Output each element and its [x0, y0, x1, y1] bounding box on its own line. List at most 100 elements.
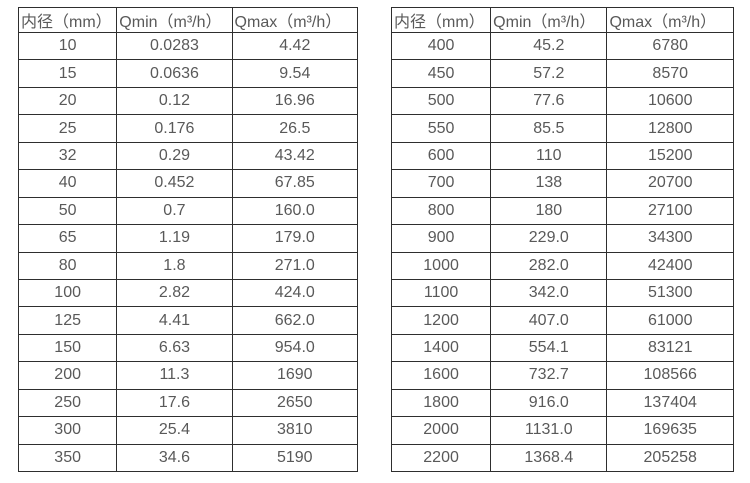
cell: 67.85: [231, 169, 359, 198]
cell: 25.4: [116, 416, 233, 445]
cell: 100: [17, 278, 118, 308]
table-row: 200 11.3 1690: [17, 361, 359, 390]
table-body: 400 45.2 6780 450 57.2 8570 500 77.6 10600 550 85.…: [390, 31, 734, 473]
cell: 2.82: [116, 278, 233, 308]
cell: 1690: [231, 361, 359, 390]
cell: 110: [490, 141, 608, 171]
cell: 61000: [606, 306, 734, 335]
cell: 138: [490, 169, 608, 198]
table-row: 600 110 15200: [390, 141, 734, 171]
column-header-qmax: Qmax（m³/h）: [231, 7, 359, 33]
table-row: 65 1.19 179.0: [17, 224, 359, 253]
table-row: 15 0.0636 9.54: [17, 59, 359, 88]
cell: 250: [17, 388, 118, 418]
cell: 20: [17, 86, 118, 116]
cell: 10600: [606, 86, 734, 116]
cell: 50: [17, 196, 118, 226]
cell: 0.0283: [116, 31, 233, 61]
cell: 125: [17, 306, 118, 335]
cell: 2200: [390, 443, 492, 473]
table-row: 20 0.12 16.96: [17, 86, 359, 116]
table-row: 25 0.176 26.5: [17, 114, 359, 143]
cell: 800: [390, 196, 492, 226]
cell: 42400: [606, 251, 734, 280]
table-row: 400 45.2 6780: [390, 31, 734, 61]
cell: 916.0: [490, 388, 608, 418]
table-row: 1400 554.1 83121: [390, 333, 734, 363]
table-row: 1200 407.0 61000: [390, 306, 734, 335]
cell: 271.0: [231, 251, 359, 280]
column-header-diameter: 内径（mm）: [390, 7, 492, 33]
cell: 108566: [606, 361, 734, 390]
cell: 4.41: [116, 306, 233, 335]
cell: 550: [390, 114, 492, 143]
cell: 407.0: [490, 306, 608, 335]
cell: 200: [17, 361, 118, 390]
table-row: 550 85.5 12800: [390, 114, 734, 143]
cell: 554.1: [490, 333, 608, 363]
cell: 6780: [606, 31, 734, 61]
cell: 0.176: [116, 114, 233, 143]
cell: 10: [17, 31, 118, 61]
cell: 1400: [390, 333, 492, 363]
flow-table-small-diameters: 内径（mm） Qmin（m³/h） Qmax（m³/h） 10 0.0283 4.4…: [17, 7, 359, 473]
cell: 954.0: [231, 333, 359, 363]
header-row: 内径（mm） Qmin（m³/h） Qmax（m³/h）: [17, 7, 359, 33]
table-row: 1100 342.0 51300: [390, 278, 734, 308]
table-row: 100 2.82 424.0: [17, 278, 359, 308]
cell: 137404: [606, 388, 734, 418]
cell: 17.6: [116, 388, 233, 418]
cell: 45.2: [490, 31, 608, 61]
cell: 3810: [231, 416, 359, 445]
table-row: 50 0.7 160.0: [17, 196, 359, 226]
cell: 25: [17, 114, 118, 143]
cell: 12800: [606, 114, 734, 143]
cell: 51300: [606, 278, 734, 308]
cell: 2650: [231, 388, 359, 418]
table-row: 2000 1131.0 169635: [390, 416, 734, 445]
cell: 0.0636: [116, 59, 233, 88]
column-header-qmax: Qmax（m³/h）: [606, 7, 734, 33]
table-row: 900 229.0 34300: [390, 224, 734, 253]
cell: 40: [17, 169, 118, 198]
table-row: 1000 282.0 42400: [390, 251, 734, 280]
cell: 20700: [606, 169, 734, 198]
table-body: 10 0.0283 4.42 15 0.0636 9.54 20 0.12 16.96 25 0.1…: [17, 31, 359, 473]
cell: 1.19: [116, 224, 233, 253]
cell: 9.54: [231, 59, 359, 88]
cell: 5190: [231, 443, 359, 473]
cell: 1800: [390, 388, 492, 418]
cell: 6.63: [116, 333, 233, 363]
cell: 1000: [390, 251, 492, 280]
cell: 85.5: [490, 114, 608, 143]
table-row: 125 4.41 662.0: [17, 306, 359, 335]
cell: 300: [17, 416, 118, 445]
cell: 1200: [390, 306, 492, 335]
cell: 43.42: [231, 141, 359, 171]
column-header-diameter: 内径（mm）: [17, 7, 118, 33]
cell: 229.0: [490, 224, 608, 253]
table-row: 350 34.6 5190: [17, 443, 359, 473]
cell: 0.12: [116, 86, 233, 116]
cell: 180: [490, 196, 608, 226]
cell: 16.96: [231, 86, 359, 116]
table-row: 250 17.6 2650: [17, 388, 359, 418]
cell: 26.5: [231, 114, 359, 143]
cell: 900: [390, 224, 492, 253]
table-row: 10 0.0283 4.42: [17, 31, 359, 61]
cell: 1368.4: [490, 443, 608, 473]
cell: 179.0: [231, 224, 359, 253]
table-row: 700 138 20700: [390, 169, 734, 198]
cell: 0.452: [116, 169, 233, 198]
cell: 350: [17, 443, 118, 473]
table-row: 1600 732.7 108566: [390, 361, 734, 390]
cell: 732.7: [490, 361, 608, 390]
flow-table-large-diameters: 内径（mm） Qmin（m³/h） Qmax（m³/h） 400 45.2 6780…: [390, 7, 734, 473]
cell: 32: [17, 141, 118, 171]
table-row: 1800 916.0 137404: [390, 388, 734, 418]
cell: 169635: [606, 416, 734, 445]
cell: 8570: [606, 59, 734, 88]
cell: 1131.0: [490, 416, 608, 445]
cell: 34300: [606, 224, 734, 253]
